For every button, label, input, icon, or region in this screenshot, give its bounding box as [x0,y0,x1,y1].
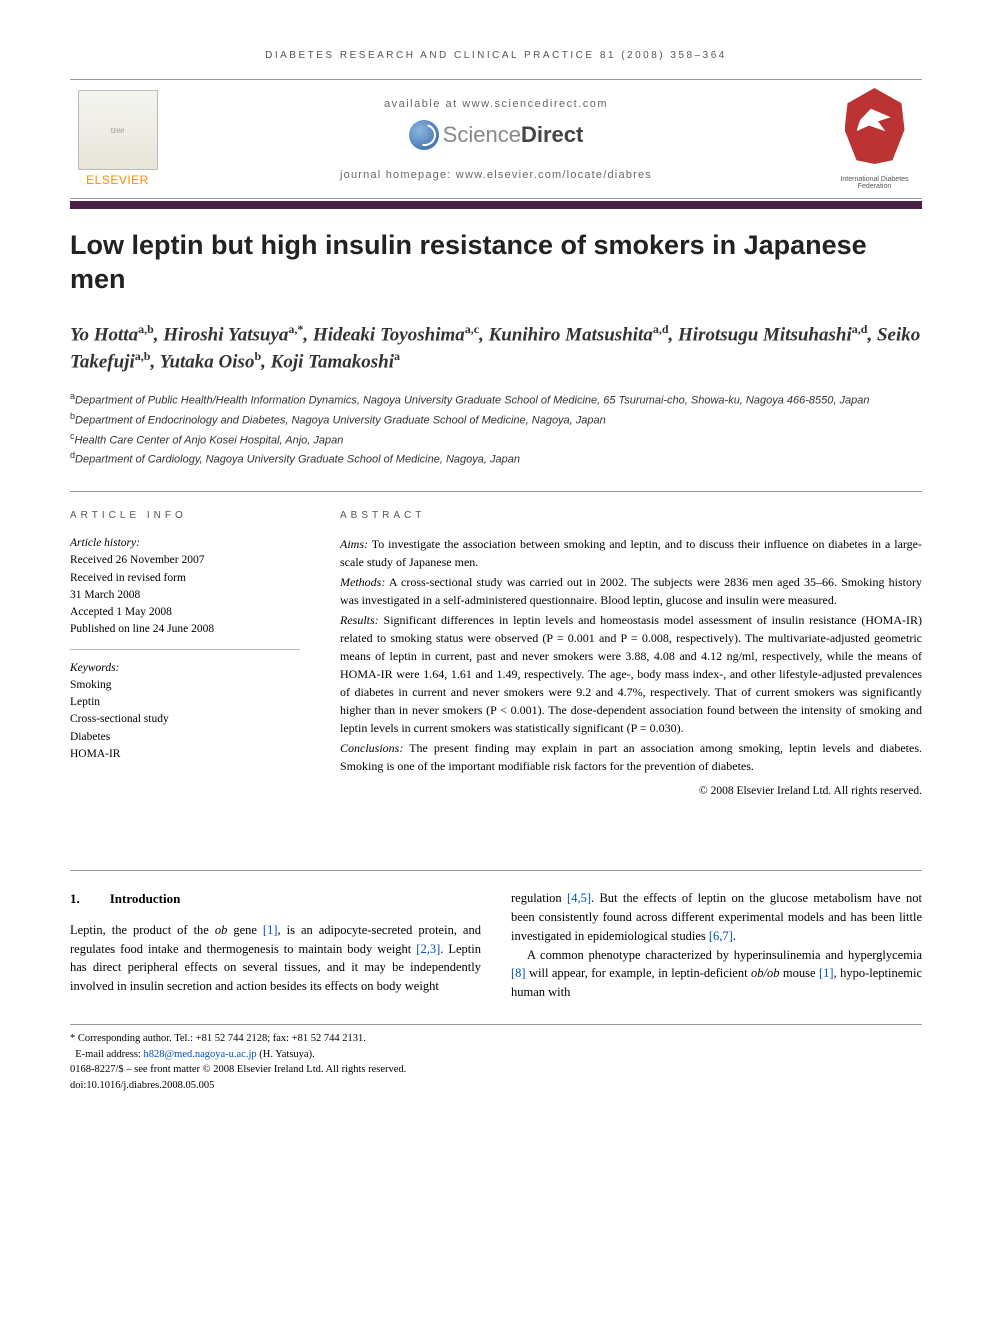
keyword-item: Leptin [70,694,300,711]
available-at-text: available at www.sciencedirect.com [340,98,652,110]
history-line: Accepted 1 May 2008 [70,604,300,621]
citation-link[interactable]: [4,5] [567,891,591,905]
title-accent-bar [70,201,922,209]
running-header: DIABETES RESEARCH AND CLINICAL PRACTICE … [70,50,922,61]
idf-caption: International Diabetes Federation [827,176,922,190]
elsevier-tree-icon: tree [78,90,158,170]
citation-link[interactable]: [1] [819,966,834,980]
journal-homepage-text: journal homepage: www.elsevier.com/locat… [340,169,652,181]
abstract-copyright: © 2008 Elsevier Ireland Ltd. All rights … [340,783,922,800]
sd-science: Science [443,122,521,147]
affiliations-list: aDepartment of Public Health/Health Info… [70,390,922,469]
affiliation-line: aDepartment of Public Health/Health Info… [70,390,922,410]
corresponding-author-note: * Corresponding author. Tel.: +81 52 744… [70,1031,922,1047]
email-link[interactable]: h828@med.nagoya-u.ac.jp [143,1049,256,1060]
author-list: Yo Hottaa,b, Hiroshi Yatsuyaa,*, Hideaki… [70,321,922,377]
section-number: 1. [70,889,80,909]
idf-logo-block: International Diabetes Federation [827,88,922,190]
citation-link[interactable]: [8] [511,966,526,980]
history-line: 31 March 2008 [70,587,300,604]
idf-bird-icon [857,106,893,134]
sd-direct: Direct [521,122,583,147]
sciencedirect-logo: ScienceDirect [409,120,584,150]
body-two-column: 1. Introduction Leptin, the product of t… [70,889,922,1002]
keyword-item: Diabetes [70,729,300,746]
keyword-item: Cross-sectional study [70,711,300,728]
keywords-block: Keywords: SmokingLeptinCross-sectional s… [70,660,300,774]
body-divider [70,870,922,871]
body-paragraph: A common phenotype characterized by hype… [511,946,922,1002]
history-line: Received in revised form [70,570,300,587]
keyword-item: HOMA-IR [70,746,300,763]
citation-link[interactable]: [1] [263,923,278,937]
section-title: Introduction [110,889,181,909]
body-paragraph: Leptin, the product of the ob gene [1], … [70,921,481,996]
affiliation-line: dDepartment of Cardiology, Nagoya Univer… [70,449,922,469]
history-line: Received 26 November 2007 [70,552,300,569]
abstract-column: ABSTRACT Aims: To investigate the associ… [340,508,922,800]
sciencedirect-swoosh-icon [409,120,439,150]
body-paragraph: regulation [4,5]. But the effects of lep… [511,889,922,945]
keyword-item: Smoking [70,677,300,694]
journal-header-band: tree ELSEVIER available at www.sciencedi… [70,79,922,199]
idf-shield-icon [845,88,905,164]
email-line: E-mail address: h828@med.nagoya-u.ac.jp … [70,1047,922,1063]
citation-link[interactable]: [6,7] [709,929,733,943]
article-info-heading: ARTICLE INFO [70,508,300,523]
affiliation-line: cHealth Care Center of Anjo Kosei Hospit… [70,430,922,450]
footnotes-block: * Corresponding author. Tel.: +81 52 744… [70,1024,922,1094]
article-info-column: ARTICLE INFO Article history: Received 2… [70,508,300,800]
citation-link[interactable]: [2,3] [416,942,440,956]
elsevier-wordmark: ELSEVIER [70,173,165,187]
issn-line: 0168-8227/$ – see front matter © 2008 El… [70,1062,922,1078]
history-line: Published on line 24 June 2008 [70,621,300,638]
keywords-label: Keywords: [70,660,300,677]
section-heading: 1. Introduction [70,889,481,909]
abstract-results: Results: Significant differences in lept… [340,611,922,737]
abstract-aims: Aims: To investigate the association bet… [340,535,922,571]
article-history-block: Article history: Received 26 November 20… [70,535,300,650]
article-history-label: Article history: [70,535,300,552]
elsevier-logo-block: tree ELSEVIER [70,90,165,187]
doi-line: doi:10.1016/j.diabres.2008.05.005 [70,1078,922,1094]
abstract-conclusions: Conclusions: The present finding may exp… [340,739,922,775]
abstract-methods: Methods: A cross-sectional study was car… [340,573,922,609]
abstract-heading: ABSTRACT [340,508,922,523]
article-title: Low leptin but high insulin resistance o… [70,229,922,297]
affiliation-line: bDepartment of Endocrinology and Diabete… [70,410,922,430]
